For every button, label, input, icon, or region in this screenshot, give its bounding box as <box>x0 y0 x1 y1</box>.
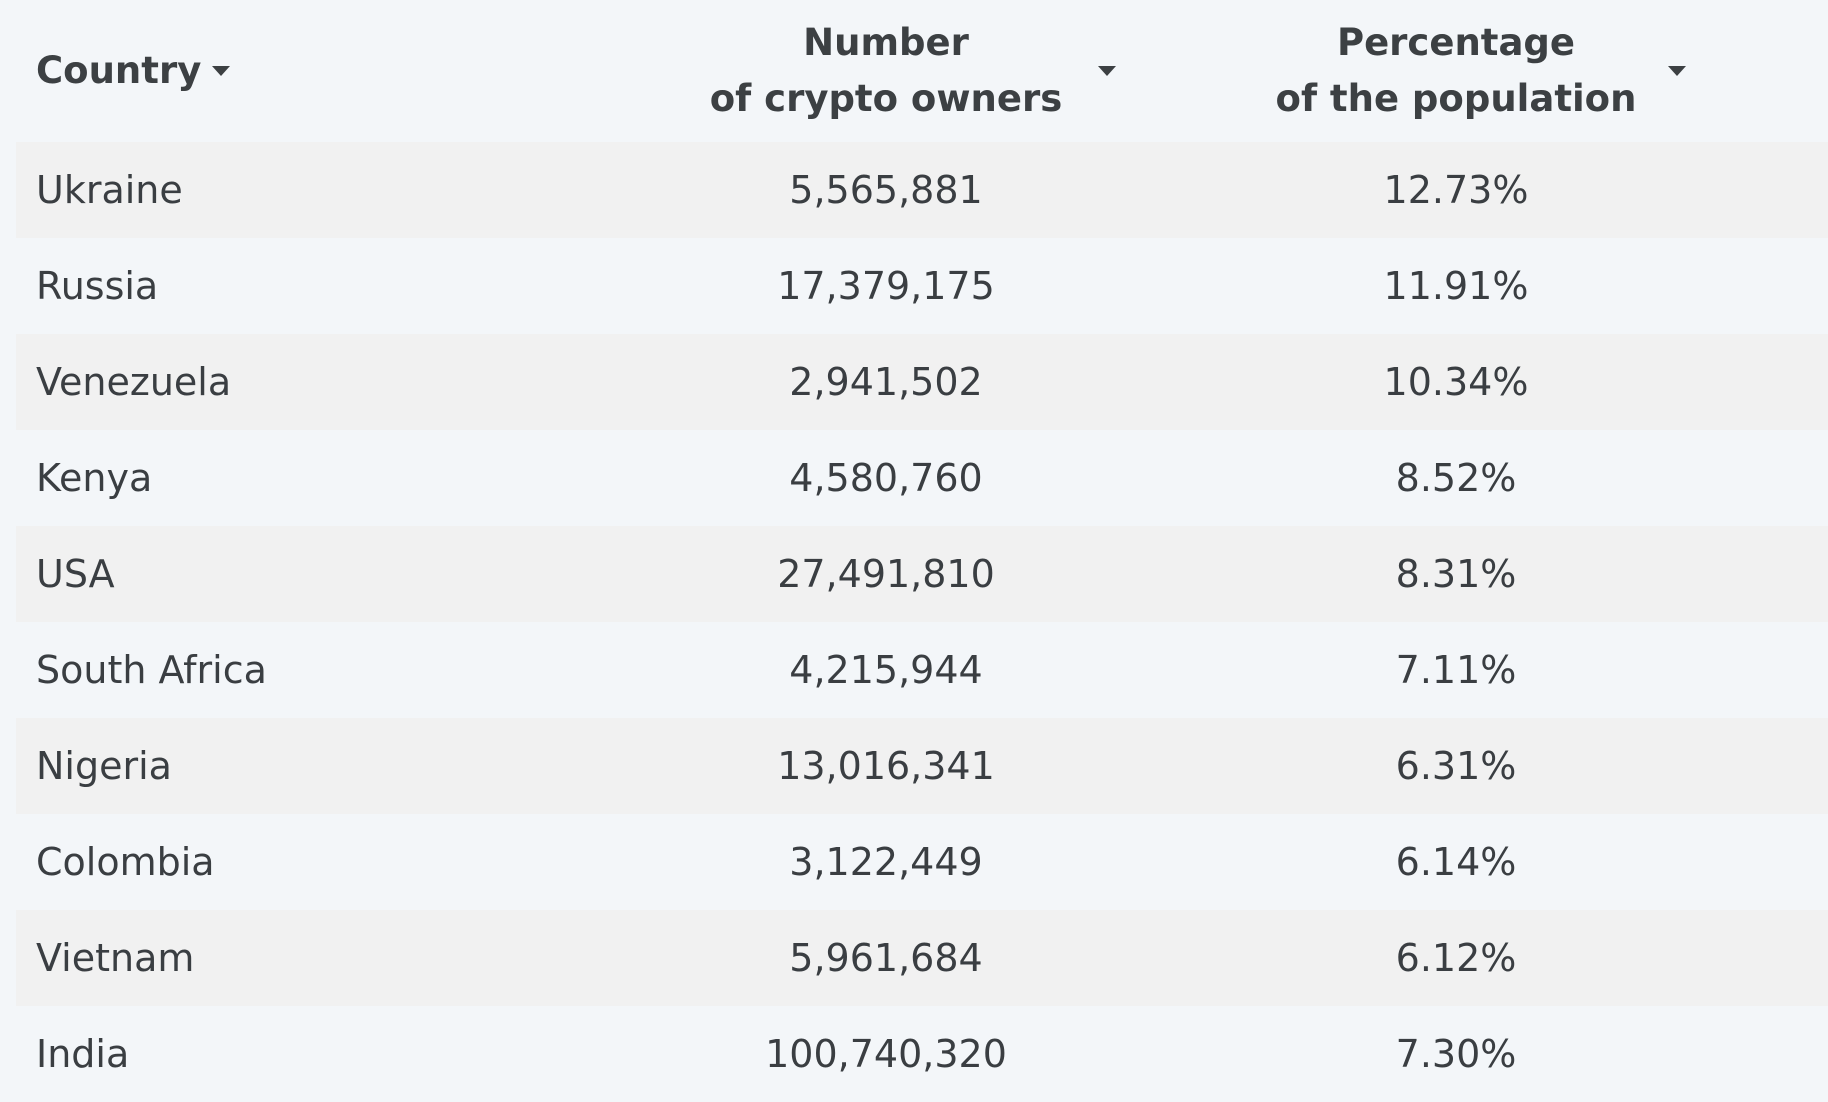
column-header-percent-label: Percentage of the population <box>1275 21 1637 120</box>
table-row: Kenya 4,580,760 8.52% <box>16 430 1828 526</box>
cell-country: Nigeria <box>36 744 172 788</box>
sort-owners-caret-down-icon[interactable] <box>1098 66 1116 76</box>
cell-owners: 3,122,449 <box>789 840 983 884</box>
table-row: India 100,740,320 7.30% <box>16 1006 1828 1102</box>
table-row: South Africa 4,215,944 7.11% <box>16 622 1828 718</box>
cell-percent: 6.31% <box>1395 744 1517 788</box>
cell-percent: 7.11% <box>1395 648 1517 692</box>
table-header: Country Number of crypto owners Percenta… <box>16 0 1828 142</box>
cell-country: Russia <box>36 264 159 308</box>
column-header-country-label: Country <box>36 49 202 92</box>
cell-percent: 10.34% <box>1383 360 1529 404</box>
cell-country: Ukraine <box>36 168 183 212</box>
cell-percent: 11.91% <box>1383 264 1529 308</box>
cell-owners: 13,016,341 <box>777 744 995 788</box>
cell-percent: 8.52% <box>1395 456 1517 500</box>
table-row: Nigeria 13,016,341 6.31% <box>16 718 1828 814</box>
table-row: Russia 17,379,175 11.91% <box>16 238 1828 334</box>
sort-country-caret-down-icon[interactable] <box>212 66 230 76</box>
cell-owners: 17,379,175 <box>777 264 995 308</box>
cell-percent: 6.12% <box>1395 936 1517 980</box>
cell-owners: 4,215,944 <box>789 648 983 692</box>
table-row: Vietnam 5,961,684 6.12% <box>16 910 1828 1006</box>
cell-owners: 27,491,810 <box>777 552 995 596</box>
cell-owners: 100,740,320 <box>765 1032 1007 1076</box>
cell-owners: 5,961,684 <box>789 936 983 980</box>
cell-percent: 8.31% <box>1395 552 1517 596</box>
sort-percent-caret-down-icon[interactable] <box>1668 66 1686 76</box>
cell-percent: 7.30% <box>1395 1032 1517 1076</box>
table-row: USA 27,491,810 8.31% <box>16 526 1828 622</box>
cell-percent: 6.14% <box>1395 840 1517 884</box>
column-header-owners-label: Number of crypto owners <box>709 21 1063 120</box>
table-row: Ukraine 5,565,881 12.73% <box>16 142 1828 238</box>
cell-country: Vietnam <box>36 936 195 980</box>
column-header-percent[interactable]: Percentage of the population <box>1226 0 1686 142</box>
cell-country: Kenya <box>36 456 153 500</box>
column-header-owners[interactable]: Number of crypto owners <box>656 0 1116 142</box>
cell-owners: 2,941,502 <box>789 360 983 404</box>
cell-country: Colombia <box>36 840 215 884</box>
table-body: Ukraine 5,565,881 12.73% Russia 17,379,175 11… <box>16 142 1828 1102</box>
cell-owners: 4,580,760 <box>789 456 983 500</box>
cell-country: USA <box>36 552 115 596</box>
cell-country: India <box>36 1032 130 1076</box>
cell-owners: 5,565,881 <box>789 168 983 212</box>
table-row: Colombia 3,122,449 6.14% <box>16 814 1828 910</box>
cell-country: South Africa <box>36 648 267 692</box>
column-header-country[interactable]: Country <box>36 0 676 142</box>
cell-percent: 12.73% <box>1383 168 1529 212</box>
table-row: Venezuela 2,941,502 10.34% <box>16 334 1828 430</box>
cell-country: Venezuela <box>36 360 232 404</box>
